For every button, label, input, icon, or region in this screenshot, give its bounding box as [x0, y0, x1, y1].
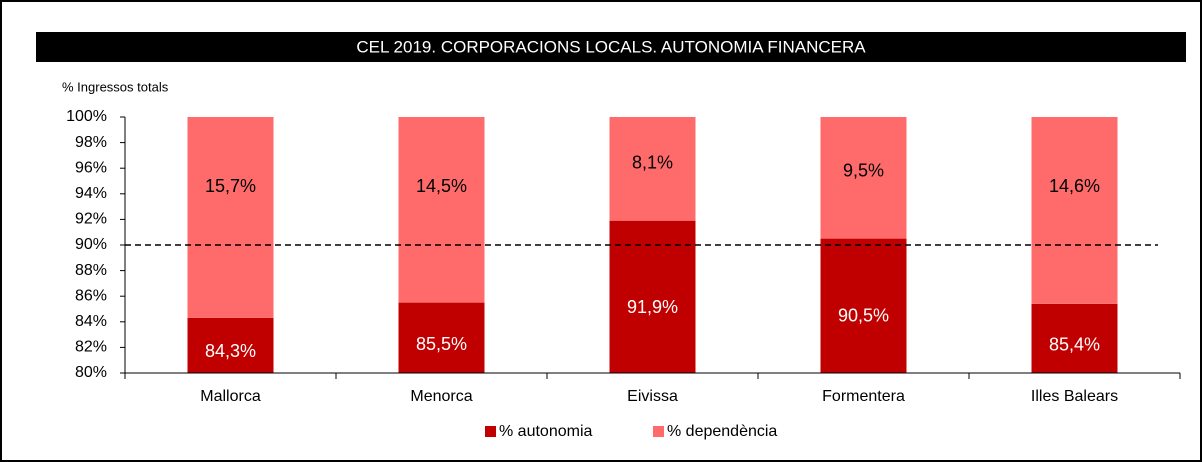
data-label: 8,1%: [632, 152, 673, 172]
x-tick-label: Eivissa: [627, 388, 678, 405]
bar-segment: [820, 238, 907, 373]
y-tick-label: 82%: [75, 339, 107, 356]
x-tick-label: Formentera: [822, 388, 905, 405]
x-tick-label: Mallorca: [200, 388, 261, 405]
y-tick-label: 80%: [75, 364, 107, 381]
y-tick-label: 96%: [75, 159, 107, 176]
y-tick-label: 92%: [75, 211, 107, 228]
bar-segment: [1031, 303, 1118, 373]
data-label: 85,5%: [416, 334, 467, 354]
data-label: 90,5%: [838, 305, 889, 325]
bar-segment: [187, 117, 274, 318]
y-tick-label: 86%: [75, 287, 107, 304]
legend-swatch: [653, 426, 664, 437]
data-label: 84,3%: [205, 341, 256, 361]
bar-segment: [187, 317, 274, 373]
legend-label: % dependència: [667, 423, 777, 440]
bar-segment: [820, 117, 907, 239]
data-label: 14,5%: [416, 176, 467, 196]
data-label: 91,9%: [627, 297, 678, 317]
bar-segment: [609, 220, 696, 373]
data-label: 9,5%: [843, 160, 884, 180]
bar-segment: [398, 117, 485, 303]
bar-segment: [609, 117, 696, 221]
y-tick-label: 98%: [75, 134, 107, 151]
y-tick-label: 90%: [75, 236, 107, 253]
y-tick-label: 100%: [66, 108, 107, 125]
data-label: 15,7%: [205, 176, 256, 196]
chart-title: CEL 2019. CORPORACIONS LOCALS. AUTONOMIA…: [356, 37, 866, 56]
legend-swatch: [485, 426, 496, 437]
y-tick-label: 88%: [75, 262, 107, 279]
bar-segment: [1031, 117, 1118, 304]
legend-label: % autonomia: [499, 423, 592, 440]
y-axis-label: % Ingressos totals: [62, 79, 169, 94]
y-tick-label: 84%: [75, 313, 107, 330]
bar-segment: [398, 302, 485, 373]
x-tick-label: Illes Balears: [1031, 388, 1118, 405]
data-label: 14,6%: [1049, 176, 1100, 196]
data-label: 85,4%: [1049, 335, 1100, 355]
title-bar: [36, 32, 1186, 62]
y-tick-label: 94%: [75, 185, 107, 202]
x-tick-label: Menorca: [410, 388, 472, 405]
